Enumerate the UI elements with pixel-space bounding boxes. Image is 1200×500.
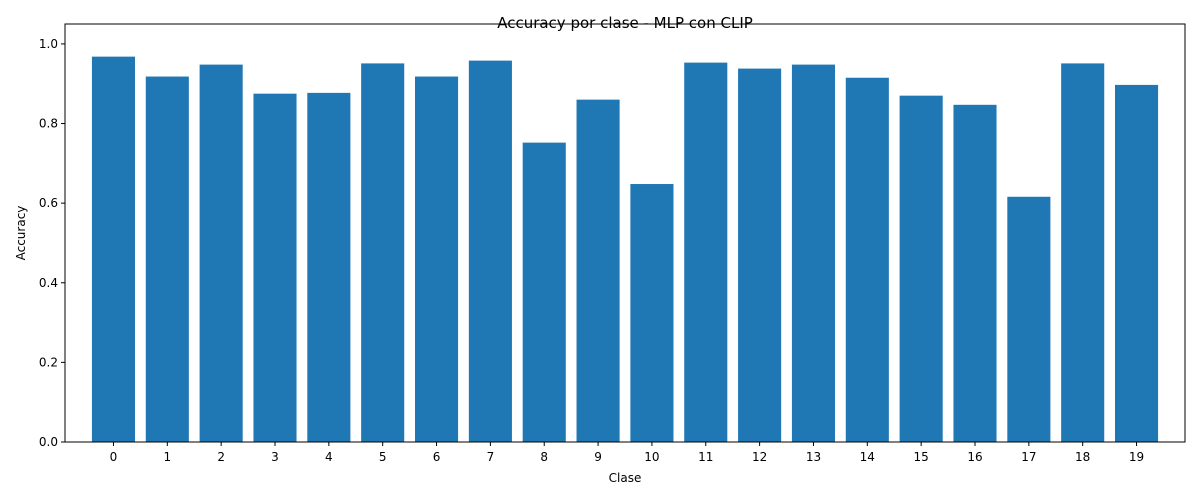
x-tick-label: 16 — [967, 450, 982, 464]
x-axis-label: Clase — [609, 471, 642, 485]
x-tick-label: 0 — [110, 450, 118, 464]
bar-class-14 — [845, 77, 889, 443]
x-tick-label: 15 — [914, 450, 929, 464]
bar-class-15 — [899, 95, 943, 442]
x-tick-label: 6 — [433, 450, 441, 464]
bar-class-1 — [145, 76, 189, 443]
x-tick-label: 5 — [379, 450, 387, 464]
bar-class-4 — [307, 92, 351, 443]
x-tick-label: 17 — [1021, 450, 1036, 464]
x-tick-label: 19 — [1129, 450, 1144, 464]
x-tick-label: 12 — [752, 450, 767, 464]
bar-class-19 — [1115, 84, 1159, 442]
bar-class-12 — [738, 68, 782, 442]
bar-class-6 — [415, 76, 459, 443]
x-axis-ticks: 0 1 2 3 4 5 6 7 8 9 10 11 12 13 14 15 16 17 18 19 — [110, 442, 1144, 464]
x-tick-label: 18 — [1075, 450, 1090, 464]
bar-class-7 — [468, 60, 512, 443]
chart-title: Accuracy por clase - MLP con CLIP — [497, 14, 753, 32]
bars-group — [91, 56, 1159, 443]
x-tick-label: 10 — [644, 450, 659, 464]
x-tick-label: 11 — [698, 450, 713, 464]
plot-frame — [64, 23, 1186, 443]
bar-class-8 — [522, 142, 566, 442]
x-tick-label: 3 — [271, 450, 279, 464]
x-tick-label: 14 — [860, 450, 875, 464]
y-tick-label: 0.4 — [39, 276, 58, 290]
y-axis-label: Accuracy — [14, 206, 28, 261]
bar-class-11 — [684, 62, 728, 443]
x-tick-label: 1 — [163, 450, 171, 464]
y-tick-label: 0.6 — [39, 196, 58, 210]
y-axis-ticks: 0.0 0.2 0.4 0.6 0.8 1.0 — [39, 37, 65, 449]
bar-class-0 — [91, 56, 135, 442]
bar-class-2 — [199, 64, 243, 443]
x-tick-label: 8 — [540, 450, 548, 464]
y-tick-label: 0.0 — [39, 435, 58, 449]
y-tick-label: 0.8 — [39, 117, 58, 131]
bar-class-10 — [630, 184, 674, 442]
bar-class-18 — [1061, 63, 1105, 442]
bar-class-3 — [253, 93, 297, 443]
x-tick-label: 7 — [487, 450, 495, 464]
y-tick-label: 0.2 — [39, 355, 58, 369]
x-tick-label: 9 — [594, 450, 602, 464]
x-tick-label: 13 — [806, 450, 821, 464]
bar-class-13 — [791, 64, 835, 443]
x-tick-label: 2 — [217, 450, 225, 464]
bar-class-16 — [953, 104, 997, 442]
bar-class-17 — [1007, 196, 1051, 442]
bar-class-5 — [361, 63, 405, 442]
y-tick-label: 1.0 — [39, 37, 58, 51]
x-tick-label: 4 — [325, 450, 333, 464]
bar-class-9 — [576, 99, 620, 442]
